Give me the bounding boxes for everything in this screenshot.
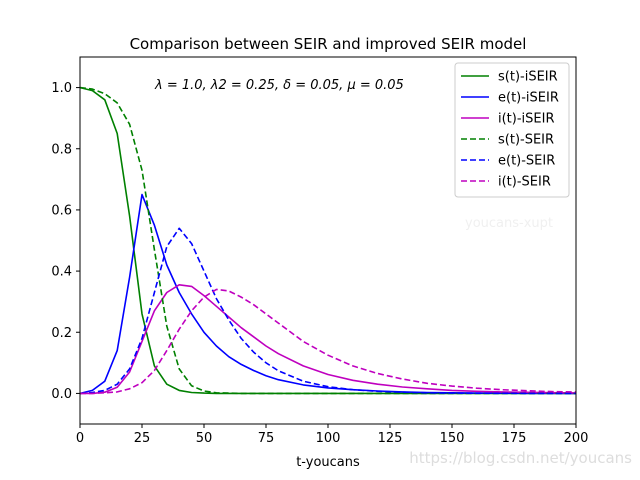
y-tick-label: 1.0 — [51, 81, 72, 96]
x-tick-label: 75 — [258, 431, 275, 446]
x-axis-label: t-youcans — [296, 455, 360, 470]
legend-label-s-t-iseir: s(t)-iSEIR — [498, 70, 558, 85]
chart-title: Comparison between SEIR and improved SEI… — [130, 35, 527, 53]
series-line-i-t-iseir — [80, 283, 576, 395]
y-tick-label: 0.6 — [51, 203, 72, 218]
x-tick-label: 150 — [440, 431, 465, 446]
x-tick-label: 125 — [378, 431, 403, 446]
legend: s(t)-iSEIR e(t)-iSEIR i(t)-iSEIR s(t)-SEIR e… — [454, 62, 570, 198]
plot-area: 0 25 50 75 100 125 150 175 200 0.0 0.2 0.4 0.6 0.8 1.0 — [51, 56, 589, 446]
y-tick-label: 0.0 — [51, 387, 72, 402]
x-tick-label: 50 — [196, 431, 213, 446]
y-tick-label: 0.2 — [51, 326, 72, 341]
y-tick-label: 0.4 — [51, 265, 72, 280]
y-tick-label: 0.8 — [51, 142, 72, 157]
x-tick-label: 0 — [76, 431, 84, 446]
x-tick-label: 200 — [564, 431, 589, 446]
legend-label-i-t-seir: i(t)-SEIR — [498, 175, 551, 190]
x-tick-label: 25 — [134, 431, 151, 446]
inner-watermark: youcans-xupt — [465, 216, 553, 231]
x-tick-label: 100 — [316, 431, 341, 446]
x-tick-label: 175 — [502, 431, 527, 446]
series-line-e-t-seir — [80, 227, 576, 395]
legend-label-i-t-iseir: i(t)-iSEIR — [498, 112, 555, 127]
corner-watermark: https://blog.csdn.net/youcans — [409, 449, 632, 467]
series-line-i-t-seir — [80, 288, 576, 395]
legend-label-e-t-iseir: e(t)-iSEIR — [498, 91, 559, 106]
legend-label-s-t-seir: s(t)-SEIR — [498, 133, 554, 148]
legend-label-e-t-seir: e(t)-SEIR — [498, 154, 555, 169]
parameter-annotation: λ = 1.0, λ2 = 0.25, δ = 0.05, μ = 0.05 — [154, 78, 404, 93]
